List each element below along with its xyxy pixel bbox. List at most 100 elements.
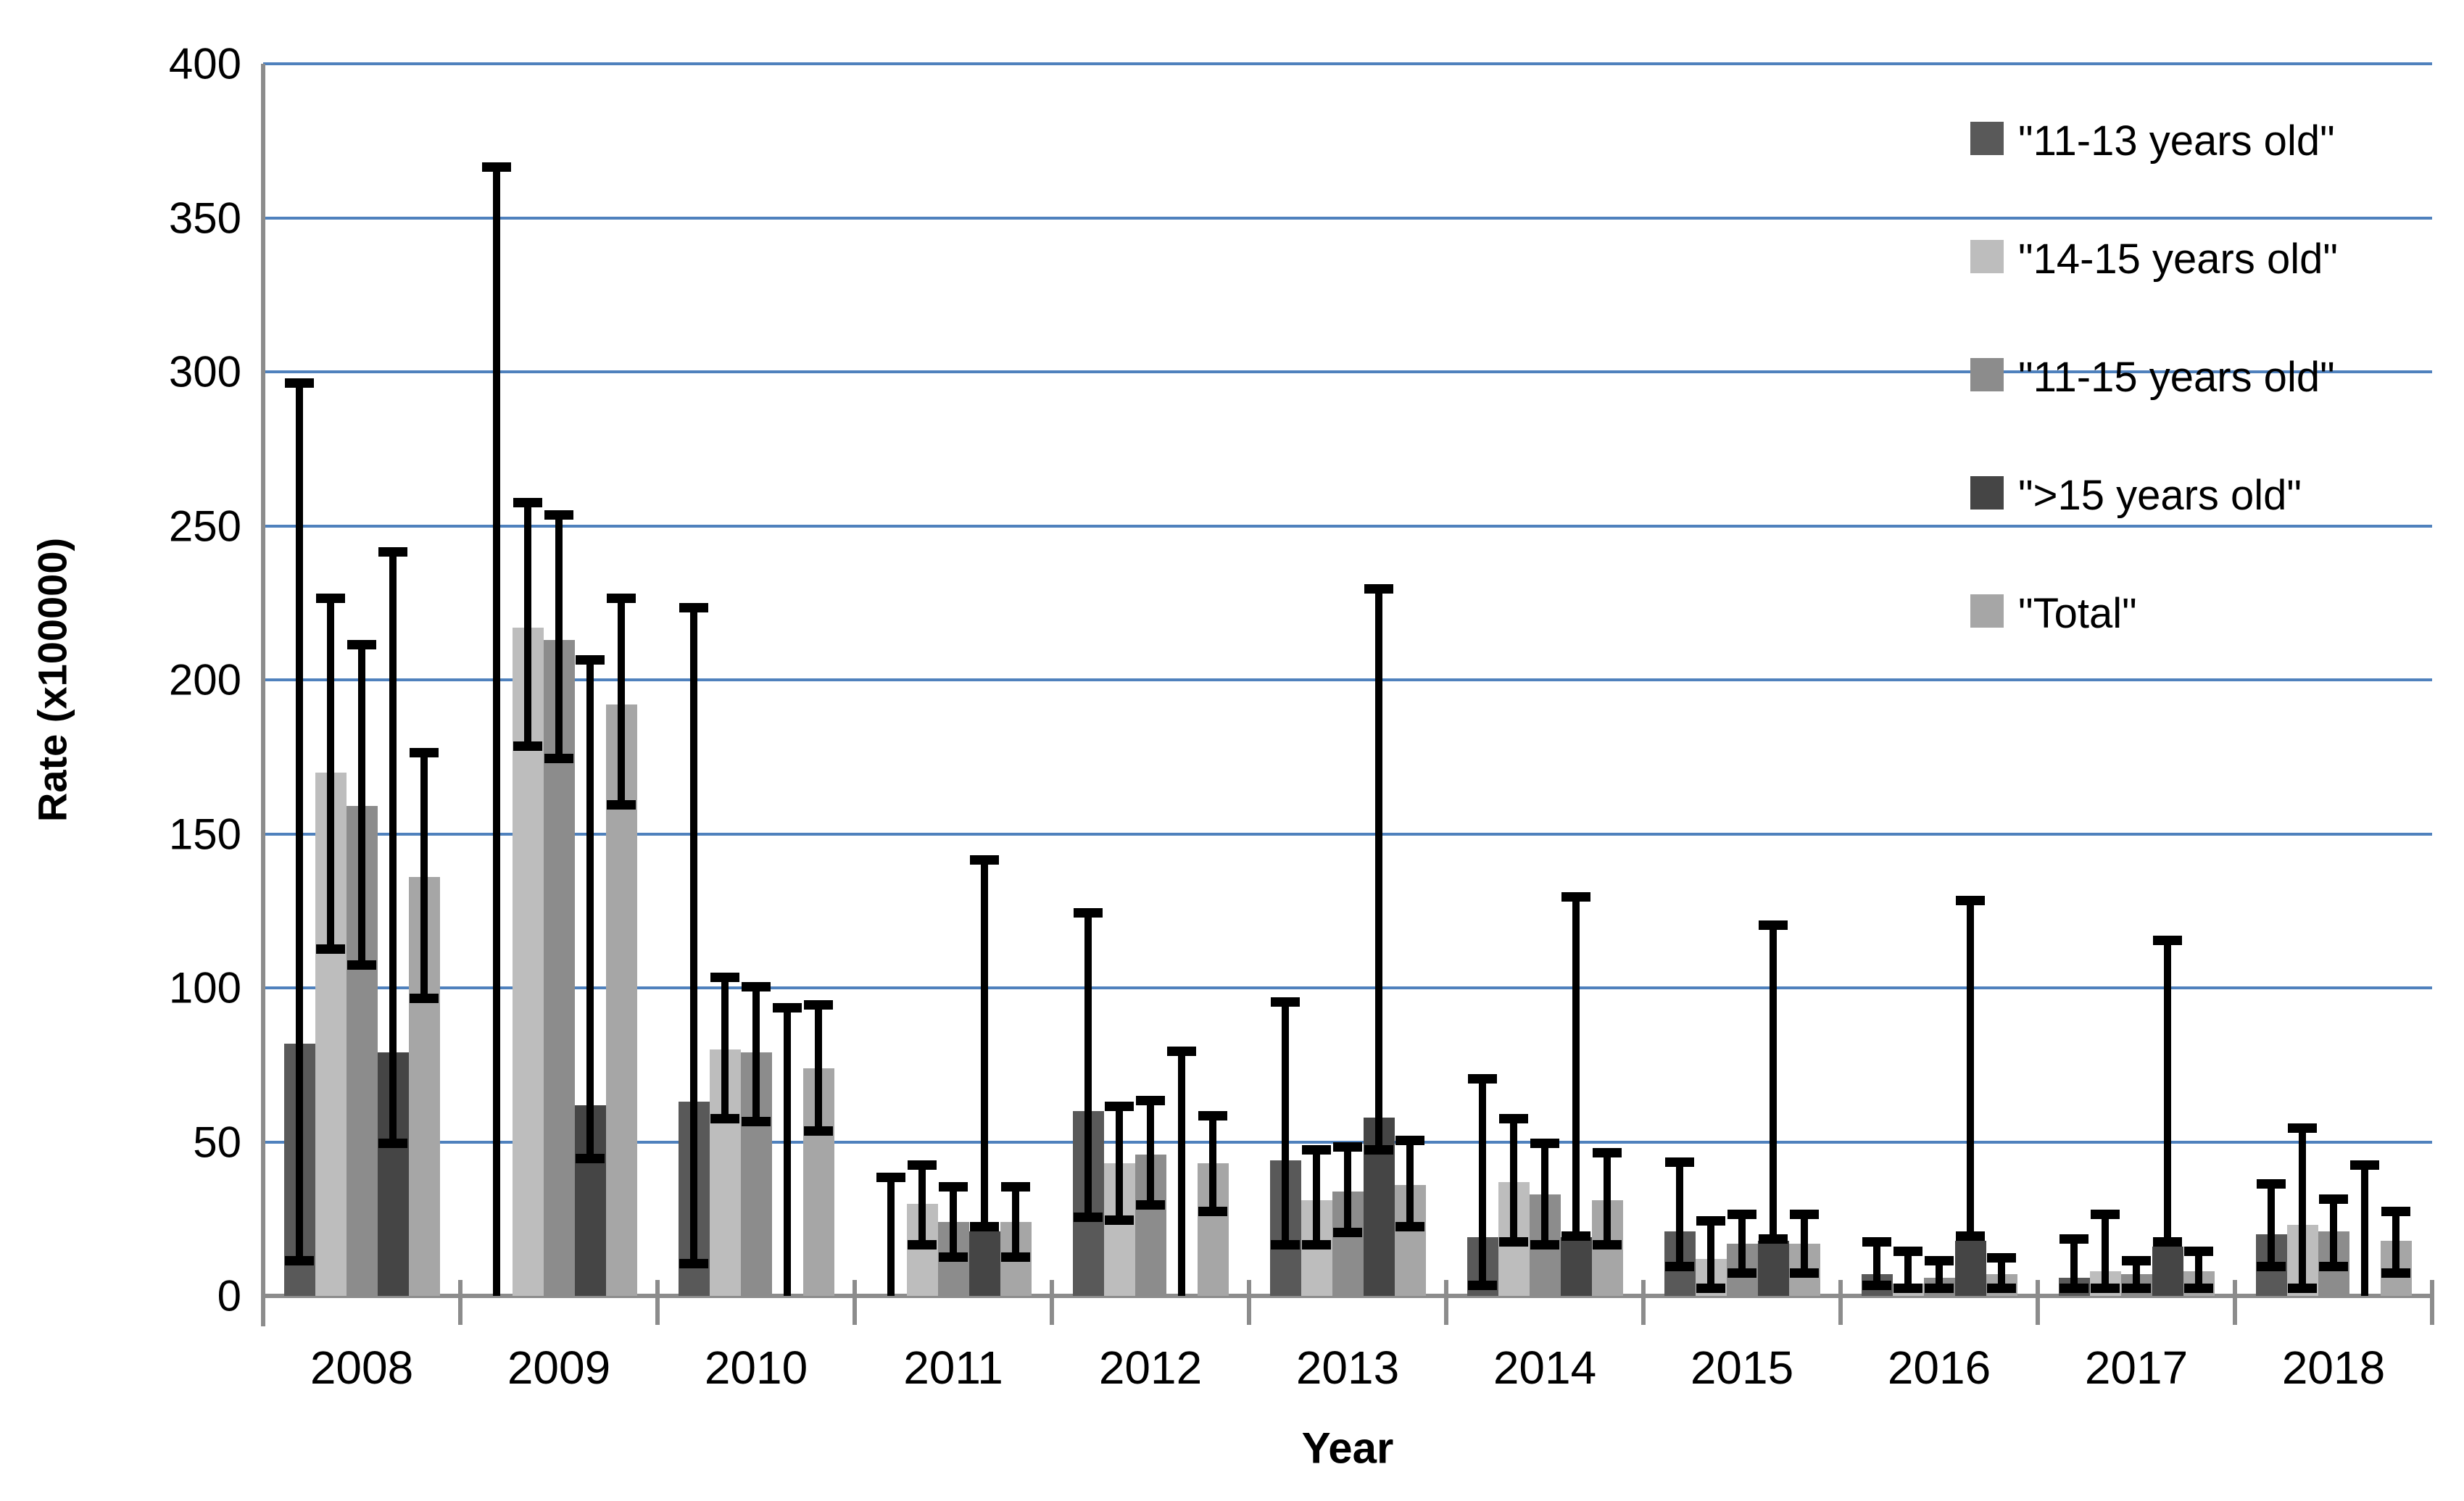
error-bar-2015-14-15	[1707, 1215, 1714, 1293]
error-cap-top-2014-total	[1593, 1148, 1622, 1157]
legend-label-11-13: "11-13 years old"	[2018, 117, 2335, 165]
error-cap-top-2015-11-15	[1727, 1210, 1756, 1219]
x-category-label-2015: 2015	[1690, 1342, 1794, 1394]
error-cap-top-2012-11-13	[1074, 907, 1103, 918]
x-axis-tick	[1838, 1280, 1843, 1325]
error-cap-top-2009-11-15	[544, 510, 573, 520]
y-tick-label-400: 400	[168, 39, 241, 88]
error-cap-top-2017-11-13	[2059, 1234, 2088, 1244]
error-cap-top-2009-gt15	[576, 655, 605, 665]
error-bar-2016-11-13	[1873, 1237, 1880, 1290]
error-cap-bottom-2009-14-15	[513, 741, 542, 751]
x-category-label-2011: 2011	[903, 1342, 1003, 1394]
error-cap-top-2018-11-15	[2319, 1194, 2348, 1204]
y-tick-label-350: 350	[168, 194, 241, 242]
error-cap-bottom-2008-total	[410, 994, 439, 1004]
error-bar-2013-11-15	[1344, 1142, 1351, 1238]
error-cap-bottom-2015-gt15	[1759, 1234, 1788, 1244]
error-bar-2014-11-15	[1541, 1139, 1548, 1250]
bar-2014-gt15	[1560, 1237, 1592, 1296]
error-cap-bottom-2011-total	[1001, 1252, 1030, 1263]
legend-swatch-11-15	[1970, 358, 2004, 391]
error-cap-top-2010-11-13	[679, 602, 708, 612]
error-bar-2012-11-15	[1147, 1095, 1154, 1210]
error-bar-2013-total	[1406, 1136, 1414, 1231]
error-cap-bottom-2013-11-15	[1333, 1228, 1362, 1238]
legend-swatch-total	[1970, 594, 2004, 628]
error-cap-bottom-2015-11-15	[1727, 1268, 1756, 1278]
error-cap-top-2008-gt15	[378, 547, 407, 557]
error-bar-2017-11-15	[2133, 1255, 2140, 1293]
error-cap-top-2015-11-13	[1665, 1157, 1694, 1167]
error-bar-2013-11-13	[1282, 997, 1289, 1250]
error-cap-top-2012-11-15	[1136, 1095, 1165, 1105]
error-cap-bottom-2018-11-15	[2319, 1262, 2348, 1271]
error-bar-2016-gt15	[1967, 895, 1974, 1241]
error-bar-2013-14-15	[1313, 1144, 1320, 1250]
error-cap-top-2011-11-15	[939, 1181, 968, 1192]
error-bar-2011-14-15	[918, 1160, 926, 1250]
error-cap-bottom-2013-11-13	[1271, 1240, 1300, 1250]
error-cap-top-2016-11-13	[1862, 1237, 1891, 1247]
error-cap-top-2011-gt15	[970, 855, 999, 865]
error-cap-bottom-2012-11-13	[1074, 1213, 1103, 1222]
error-cap-top-2017-total	[2184, 1247, 2213, 1256]
error-cap-bottom-2018-11-13	[2257, 1262, 2286, 1271]
gridline-250	[263, 524, 2432, 528]
error-bar-2012-gt15	[1178, 1046, 1185, 1296]
legend-swatch-14-15	[1970, 240, 2004, 273]
error-cap-bottom-2008-gt15	[378, 1139, 407, 1148]
error-cap-bottom-2016-gt15	[1956, 1231, 1985, 1241]
error-cap-top-2013-11-13	[1271, 997, 1300, 1007]
error-cap-bottom-2017-total	[2184, 1283, 2213, 1293]
error-bar-2014-total	[1604, 1148, 1611, 1250]
y-tick-label-50: 50	[193, 1118, 241, 1166]
error-bar-2009-11-13	[493, 162, 500, 1296]
error-cap-bottom-2011-14-15	[908, 1240, 937, 1250]
error-cap-bottom-2014-11-13	[1468, 1280, 1497, 1290]
error-cap-top-2009-14-15	[513, 498, 542, 508]
error-cap-bottom-2017-11-13	[2059, 1283, 2088, 1293]
error-bar-2017-gt15	[2164, 935, 2171, 1247]
error-cap-top-2015-14-15	[1696, 1215, 1725, 1226]
x-category-label-2014: 2014	[1493, 1342, 1597, 1394]
error-cap-bottom-2012-total	[1198, 1206, 1227, 1216]
error-bar-2009-total	[618, 594, 625, 810]
error-cap-top-2013-14-15	[1302, 1144, 1331, 1155]
error-cap-top-2018-14-15	[2288, 1123, 2317, 1133]
error-cap-bottom-2009-total	[607, 799, 636, 810]
error-bar-2012-total	[1209, 1111, 1216, 1216]
error-cap-top-2018-gt15	[2350, 1160, 2379, 1170]
error-bar-2010-11-13	[690, 602, 697, 1268]
x-axis-line	[261, 1294, 2434, 1298]
error-bar-2013-gt15	[1375, 584, 1382, 1155]
error-cap-top-2012-14-15	[1105, 1102, 1134, 1112]
x-axis-tick	[2233, 1280, 2237, 1325]
error-cap-top-2009-total	[607, 594, 636, 603]
error-bar-2010-gt15	[784, 1003, 791, 1296]
error-bar-2011-11-13	[887, 1173, 895, 1296]
error-cap-top-2018-11-13	[2257, 1178, 2286, 1189]
gridline-350	[263, 216, 2432, 220]
legend-label-11-15: "11-15 years old"	[2018, 354, 2335, 401]
error-cap-top-2009-11-13	[482, 162, 511, 172]
error-cap-top-2010-gt15	[773, 1003, 802, 1013]
x-axis-tick	[261, 1280, 265, 1325]
y-axis-title: Rate (x100000)	[29, 537, 75, 823]
error-bar-2009-14-15	[524, 498, 531, 751]
error-cap-bottom-2012-11-15	[1136, 1200, 1165, 1210]
error-bar-2018-11-13	[2268, 1178, 2275, 1271]
x-axis-tick	[458, 1280, 462, 1325]
legend-label-14-15: "14-15 years old"	[2018, 236, 2338, 283]
error-cap-bottom-2011-gt15	[970, 1221, 999, 1231]
error-bar-2008-11-15	[358, 639, 365, 970]
error-cap-bottom-2012-14-15	[1105, 1215, 1134, 1226]
error-cap-bottom-2017-gt15	[2153, 1237, 2182, 1247]
error-cap-bottom-2010-total	[804, 1126, 833, 1136]
legend-swatch-11-13	[1970, 122, 2004, 155]
error-bar-2017-14-15	[2102, 1210, 2109, 1293]
error-bar-2015-11-15	[1738, 1210, 1746, 1278]
error-bar-2012-14-15	[1116, 1102, 1123, 1226]
error-bar-2011-total	[1012, 1181, 1019, 1263]
x-category-label-2010: 2010	[704, 1342, 808, 1394]
